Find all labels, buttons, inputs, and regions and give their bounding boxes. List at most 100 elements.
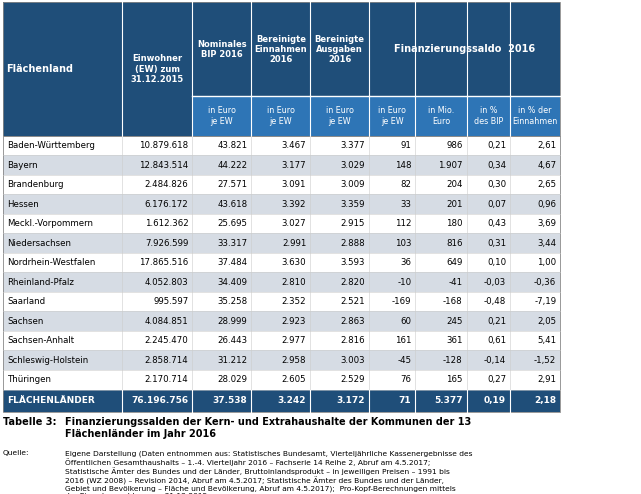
Text: 3,44: 3,44 — [537, 239, 556, 247]
Text: -169: -169 — [392, 297, 412, 306]
Bar — [192, 272, 251, 292]
Bar — [3, 156, 122, 175]
Text: 3.377: 3.377 — [340, 141, 365, 150]
Bar — [3, 311, 122, 331]
Bar — [369, 389, 415, 412]
Text: 17.865.516: 17.865.516 — [139, 258, 188, 267]
Bar — [3, 214, 122, 233]
Bar — [415, 136, 467, 155]
Bar — [369, 331, 415, 350]
Text: 2,91: 2,91 — [537, 375, 556, 384]
Bar — [510, 311, 560, 331]
Text: 0,30: 0,30 — [487, 180, 506, 189]
Text: 34.409: 34.409 — [217, 278, 247, 287]
Text: -0,48: -0,48 — [484, 297, 506, 306]
Bar — [467, 233, 510, 253]
Text: 2.977: 2.977 — [282, 336, 306, 345]
Bar — [122, 253, 192, 272]
Text: 2,18: 2,18 — [534, 396, 556, 406]
Bar — [192, 350, 251, 370]
Text: 43.618: 43.618 — [217, 200, 247, 208]
Text: 245: 245 — [446, 317, 463, 326]
Bar — [467, 136, 510, 155]
Text: 0,61: 0,61 — [487, 336, 506, 345]
Bar — [251, 2, 310, 96]
Bar — [192, 96, 251, 136]
Bar — [310, 311, 369, 331]
Bar — [467, 350, 510, 370]
Bar — [3, 2, 122, 136]
Text: 986: 986 — [446, 141, 463, 150]
Text: Tabelle 3:: Tabelle 3: — [3, 417, 56, 427]
Bar — [415, 389, 467, 412]
Bar — [415, 214, 467, 233]
Text: 3.177: 3.177 — [281, 161, 306, 169]
Bar — [510, 331, 560, 350]
Text: 0,34: 0,34 — [487, 161, 506, 169]
Text: Eigene Darstellung (Daten entnommen aus: Statistisches Bundesamt, Vierteljährlic: Eigene Darstellung (Daten entnommen aus:… — [65, 450, 473, 494]
Text: 3.467: 3.467 — [281, 141, 306, 150]
Text: 6.176.172: 6.176.172 — [145, 200, 188, 208]
Bar — [415, 350, 467, 370]
Text: 0,07: 0,07 — [487, 200, 506, 208]
Bar — [467, 311, 510, 331]
Bar — [369, 136, 415, 155]
Text: 1.907: 1.907 — [438, 161, 463, 169]
Bar — [369, 311, 415, 331]
Bar — [369, 370, 415, 389]
Bar — [510, 233, 560, 253]
Text: 0,43: 0,43 — [487, 219, 506, 228]
Bar — [122, 272, 192, 292]
Text: 816: 816 — [446, 239, 463, 247]
Text: 0,10: 0,10 — [487, 258, 506, 267]
Bar — [192, 136, 251, 155]
Text: 3.392: 3.392 — [282, 200, 306, 208]
Text: Quelle:: Quelle: — [3, 450, 29, 456]
Text: Einwohner
(EW) zum
31.12.2015: Einwohner (EW) zum 31.12.2015 — [130, 54, 184, 84]
Text: Saarland: Saarland — [8, 297, 46, 306]
Text: 4.052.803: 4.052.803 — [145, 278, 188, 287]
Text: 1,00: 1,00 — [537, 258, 556, 267]
Text: 2.958: 2.958 — [282, 356, 306, 365]
Bar — [415, 253, 467, 272]
Bar — [467, 292, 510, 311]
Text: 3.003: 3.003 — [340, 356, 365, 365]
Bar — [510, 370, 560, 389]
Text: 361: 361 — [446, 336, 463, 345]
Bar — [467, 253, 510, 272]
Text: 27.571: 27.571 — [217, 180, 247, 189]
Bar — [369, 156, 415, 175]
Bar — [122, 233, 192, 253]
Bar — [310, 331, 369, 350]
Bar — [3, 195, 122, 214]
Text: 31.212: 31.212 — [217, 356, 247, 365]
Text: 1.612.362: 1.612.362 — [145, 219, 188, 228]
Bar — [251, 389, 310, 412]
Bar — [510, 292, 560, 311]
Bar — [3, 272, 122, 292]
Text: 2,65: 2,65 — [537, 180, 556, 189]
Text: Hessen: Hessen — [8, 200, 39, 208]
Bar — [467, 175, 510, 195]
Bar — [122, 331, 192, 350]
Bar — [192, 156, 251, 175]
Text: in Euro
je EW: in Euro je EW — [208, 106, 236, 126]
Bar — [310, 350, 369, 370]
Text: -0,14: -0,14 — [484, 356, 506, 365]
Text: -45: -45 — [397, 356, 412, 365]
Text: 201: 201 — [446, 200, 463, 208]
Bar — [122, 175, 192, 195]
Text: in Euro
je EW: in Euro je EW — [267, 106, 295, 126]
Text: 2.991: 2.991 — [282, 239, 306, 247]
Text: 25.695: 25.695 — [217, 219, 247, 228]
Bar — [415, 175, 467, 195]
Bar — [122, 311, 192, 331]
Text: 3.593: 3.593 — [341, 258, 365, 267]
Text: Nordrhein-Westfalen: Nordrhein-Westfalen — [8, 258, 96, 267]
Bar — [310, 253, 369, 272]
Text: 995.597: 995.597 — [153, 297, 188, 306]
Bar — [415, 195, 467, 214]
Bar — [192, 233, 251, 253]
Bar — [310, 2, 369, 96]
Bar — [122, 2, 192, 136]
